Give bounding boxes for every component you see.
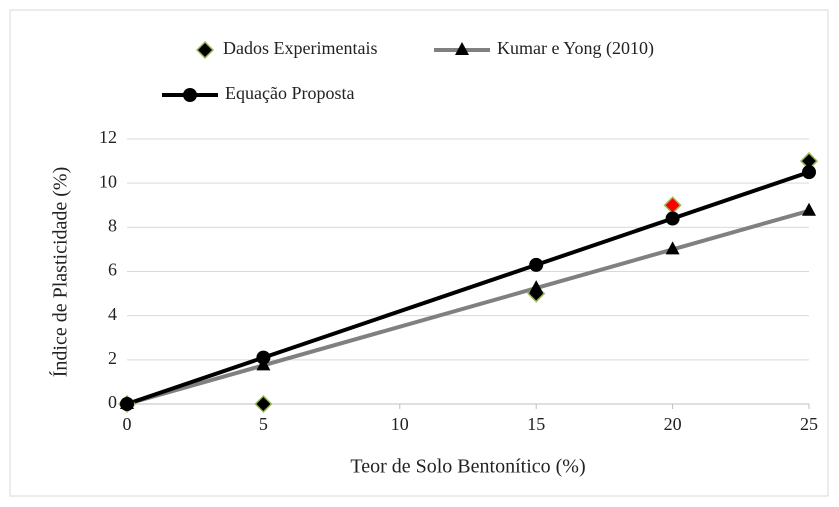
marker-circle [183,88,197,102]
marker-diamond [195,40,215,60]
y-tick-label: 4 [108,304,117,324]
y-tick-label: 2 [108,348,117,368]
marker-triangle [529,280,544,294]
y-tick-label: 10 [99,171,117,191]
x-tick-label: 20 [664,414,682,434]
y-tick-label: 0 [108,392,117,412]
marker-triangle [802,202,816,216]
legend-label: Equação Proposta [225,83,354,103]
marker-circle [256,350,271,365]
marker-diamond [254,394,273,414]
legend-label: Kumar e Yong (2010) [497,38,654,59]
marker-circle [802,165,816,180]
marker-triangle [455,42,469,55]
chart-border [9,9,829,497]
marker-circle [120,397,134,411]
y-tick-label: 8 [108,215,117,235]
y-axis-title: Índice de Plasticidade (%) [49,167,72,377]
y-tick-label: 12 [99,127,117,147]
marker-circle [529,257,544,272]
legend-label: Dados Experimentais [223,38,377,58]
x-tick-label: 10 [391,414,409,434]
x-axis-title: Teor de Solo Bentonítico (%) [350,456,585,478]
marker-circle [665,211,680,226]
x-tick-label: 5 [259,414,268,434]
x-tick-label: 0 [123,414,132,434]
x-tick-label: 15 [527,414,545,434]
y-tick-label: 6 [108,260,117,280]
x-tick-label: 25 [800,414,818,434]
marker-triangle [665,241,680,255]
